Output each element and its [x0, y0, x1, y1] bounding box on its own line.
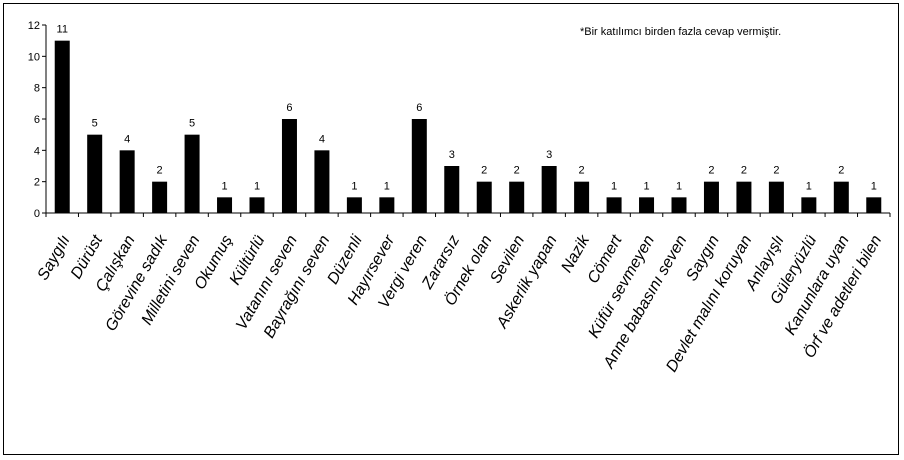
bar-value-label: 1: [676, 180, 682, 192]
bar: [412, 119, 427, 213]
bar: [834, 182, 849, 213]
bar-value-label: 1: [351, 180, 357, 192]
category-label: Nazik: [558, 232, 593, 276]
bar-value-label: 3: [546, 149, 552, 161]
y-tick-label: 8: [34, 83, 40, 95]
bar-value-label: 4: [124, 133, 130, 145]
bar-value-label: 1: [254, 180, 260, 192]
bar: [801, 197, 816, 213]
bar-value-label: 2: [481, 165, 487, 177]
bar-value-label: 1: [871, 180, 877, 192]
y-tick-label: 6: [34, 114, 40, 126]
bar-value-label: 1: [643, 180, 649, 192]
bar: [379, 197, 394, 213]
bar-value-label: 6: [286, 102, 292, 114]
bar: [866, 197, 881, 213]
bar-value-label: 2: [514, 165, 520, 177]
bar: [704, 182, 719, 213]
bar-value-label: 2: [773, 165, 779, 177]
bar-value-label: 11: [57, 24, 68, 36]
bar: [152, 182, 167, 213]
bar: [55, 41, 70, 213]
bar: [672, 197, 687, 213]
bar: [87, 135, 102, 213]
bar: [347, 197, 362, 213]
bar-value-label: 2: [157, 165, 163, 177]
bar: [217, 197, 232, 213]
y-tick-label: 10: [28, 51, 40, 63]
bar-value-label: 6: [416, 102, 422, 114]
bar-value-label: 2: [579, 165, 585, 177]
bar-value-label: 1: [384, 180, 390, 192]
bar: [282, 119, 297, 213]
bar: [477, 182, 492, 213]
bar-value-label: 4: [319, 133, 325, 145]
bar-value-label: 1: [806, 180, 812, 192]
bar-value-label: 1: [221, 180, 227, 192]
bar: [574, 182, 589, 213]
category-label: Saygılı: [35, 233, 74, 284]
y-tick-label: 4: [34, 145, 40, 157]
y-tick-label: 2: [34, 177, 40, 189]
bar-value-label: 2: [741, 165, 747, 177]
bar-value-label: 1: [611, 180, 617, 192]
bar: [769, 182, 784, 213]
bar: [250, 197, 265, 213]
bar: [542, 166, 557, 213]
bar: [120, 150, 135, 213]
y-tick-label: 12: [28, 20, 40, 32]
bar: [444, 166, 459, 213]
bar-value-label: 5: [189, 118, 195, 130]
bar: [314, 150, 329, 213]
bar: [639, 197, 654, 213]
bar: [509, 182, 524, 213]
y-tick-label: 0: [34, 208, 40, 220]
bar: [736, 182, 751, 213]
bar-value-label: 3: [449, 149, 455, 161]
bar-value-label: 5: [92, 118, 98, 130]
bar: [185, 135, 200, 213]
bar-value-label: 2: [708, 165, 714, 177]
bar-value-label: 2: [838, 165, 844, 177]
chart-bars: [55, 41, 882, 213]
bar: [607, 197, 622, 213]
